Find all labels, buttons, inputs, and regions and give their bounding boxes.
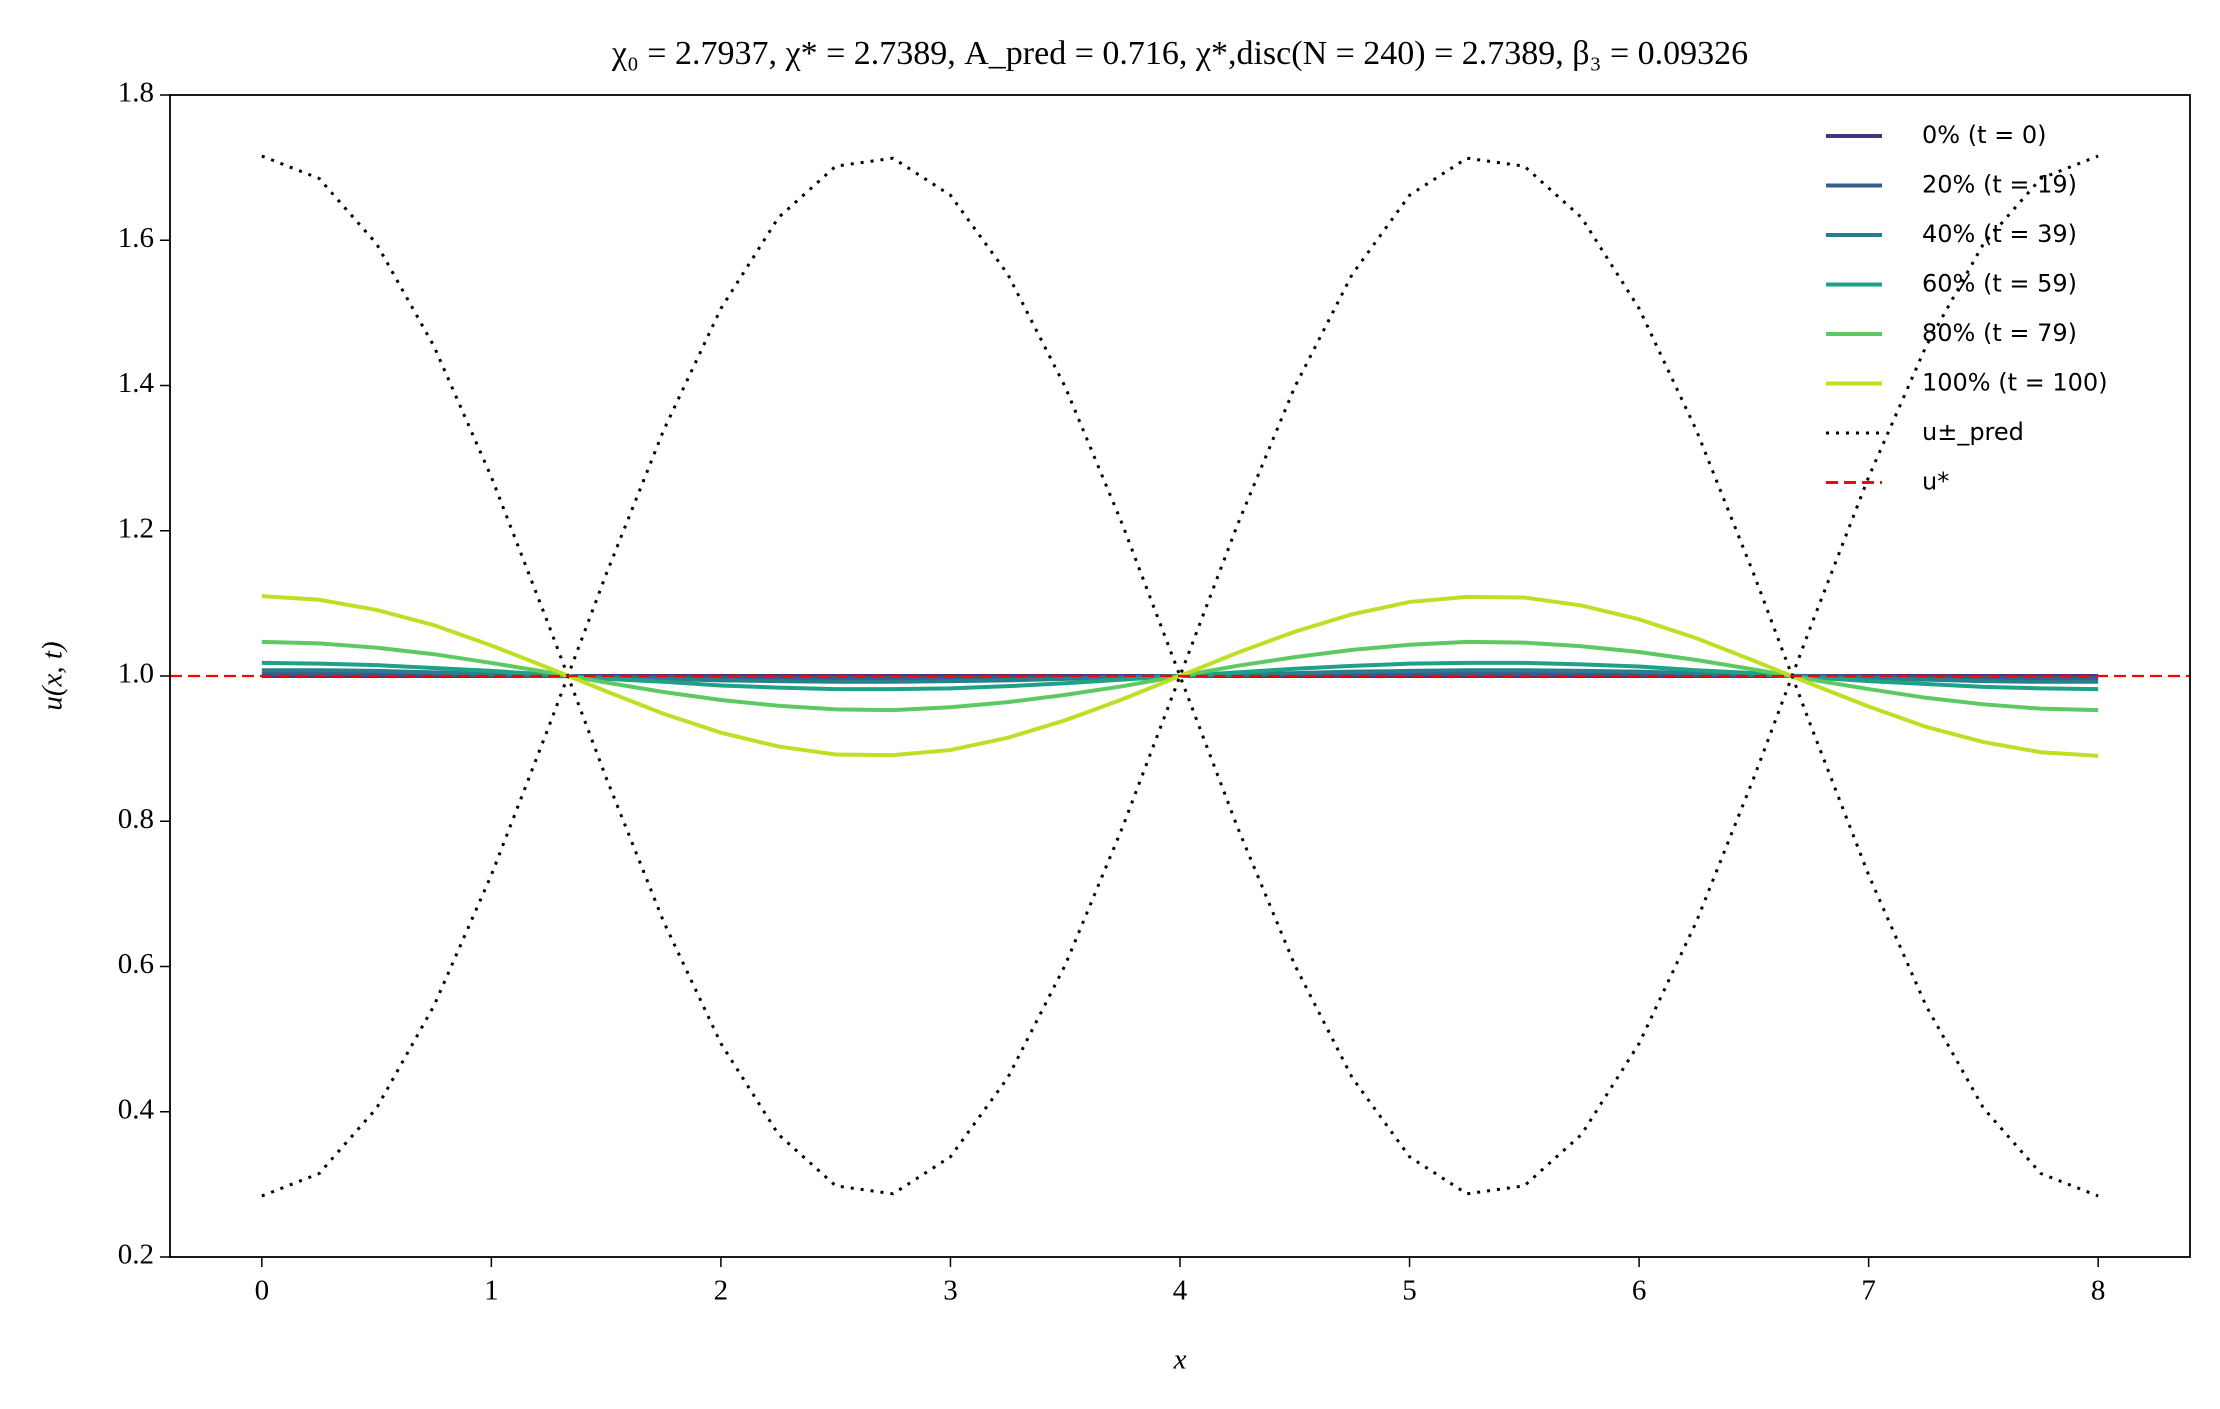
legend-label: 0% (t = 0)	[1922, 121, 2046, 149]
legend-label: u*	[1922, 468, 1949, 496]
legend-label: 80% (t = 79)	[1922, 319, 2077, 347]
legend-label: 20% (t = 19)	[1922, 171, 2077, 199]
y-tick-label: 0.4	[118, 1093, 155, 1125]
x-tick-label: 8	[2091, 1275, 2106, 1307]
x-tick-label: 4	[1173, 1275, 1188, 1307]
chart-title: χ₀ = 2.7937, χ* = 2.7389, A_pred = 0.716…	[611, 35, 1748, 72]
legend-label: 100% (t = 100)	[1922, 369, 2108, 397]
plot-frame	[169, 94, 2191, 1258]
legend-label: 60% (t = 59)	[1922, 270, 2077, 298]
x-tick-label: 2	[714, 1275, 729, 1307]
y-tick-label: 0.8	[118, 803, 154, 835]
y-axis-label: u(x, t)	[37, 641, 69, 710]
y-tick-label: 0.6	[118, 948, 154, 980]
y-tick-label: 1.2	[118, 512, 154, 544]
x-tick-label: 7	[1861, 1275, 1876, 1307]
y-tick-label: 0.2	[118, 1239, 154, 1271]
x-tick-label: 6	[1632, 1275, 1647, 1307]
y-tick-label: 1.8	[118, 77, 154, 109]
x-tick-label: 1	[484, 1275, 499, 1307]
legend-label: 40% (t = 39)	[1922, 220, 2077, 248]
legend-label: u±_pred	[1922, 418, 2024, 446]
x-axis-label: x	[1173, 1344, 1187, 1376]
x-tick-label: 5	[1402, 1275, 1417, 1307]
x-tick-label: 3	[943, 1275, 958, 1307]
x-tick-label: 0	[255, 1275, 270, 1307]
y-tick-label: 1.0	[118, 658, 154, 690]
y-tick-label: 1.4	[118, 367, 155, 399]
y-tick-label: 1.6	[118, 222, 154, 254]
